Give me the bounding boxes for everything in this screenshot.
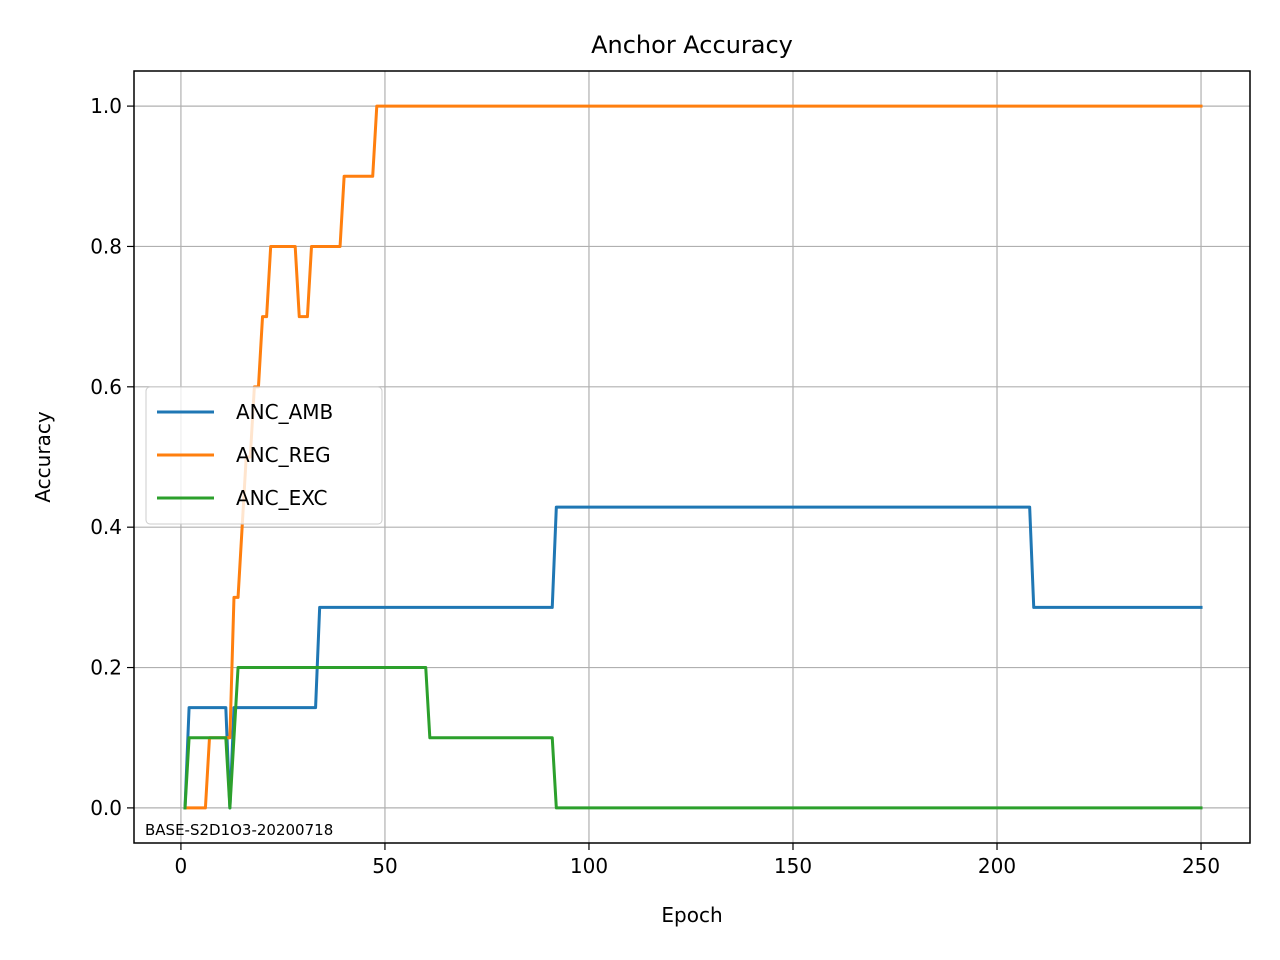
series-line-anc-amb xyxy=(183,505,1203,810)
x-tick-label: 0 xyxy=(175,854,188,878)
legend: ANC_AMB ANC_REG ANC_EXC xyxy=(145,386,383,525)
legend-label-anc-reg: ANC_REG xyxy=(236,443,331,467)
y-tick-label: 0.4 xyxy=(90,515,122,539)
y-axis-label: Accuracy xyxy=(31,411,55,502)
y-tick-label: 0.0 xyxy=(90,796,122,820)
chart-title: Anchor Accuracy xyxy=(591,31,793,59)
y-axis: 0.0 0.2 0.4 0.6 0.8 1.0 xyxy=(90,94,134,820)
x-tick-label: 250 xyxy=(1182,854,1220,878)
x-axis: 0 50 100 150 200 250 xyxy=(175,843,1220,878)
x-tick-label: 50 xyxy=(372,854,397,878)
x-tick-label: 100 xyxy=(570,854,608,878)
series-layer xyxy=(183,104,1203,810)
plot-frame xyxy=(133,70,1251,844)
x-tick-label: 150 xyxy=(774,854,812,878)
y-tick-label: 0.8 xyxy=(90,234,122,258)
y-tick-label: 1.0 xyxy=(90,94,122,118)
y-tick-label: 0.6 xyxy=(90,375,122,399)
legend-box xyxy=(145,386,383,525)
series-line-anc-reg xyxy=(183,104,1203,810)
series-line-anc-exc xyxy=(183,666,1203,810)
run-annotation: BASE-S2D1O3-20200718 xyxy=(145,821,333,839)
legend-label-anc-amb: ANC_AMB xyxy=(236,400,333,424)
y-tick-label: 0.2 xyxy=(90,656,122,680)
legend-label-anc-exc: ANC_EXC xyxy=(236,486,327,510)
x-tick-label: 200 xyxy=(978,854,1016,878)
x-axis-label: Epoch xyxy=(661,903,722,927)
